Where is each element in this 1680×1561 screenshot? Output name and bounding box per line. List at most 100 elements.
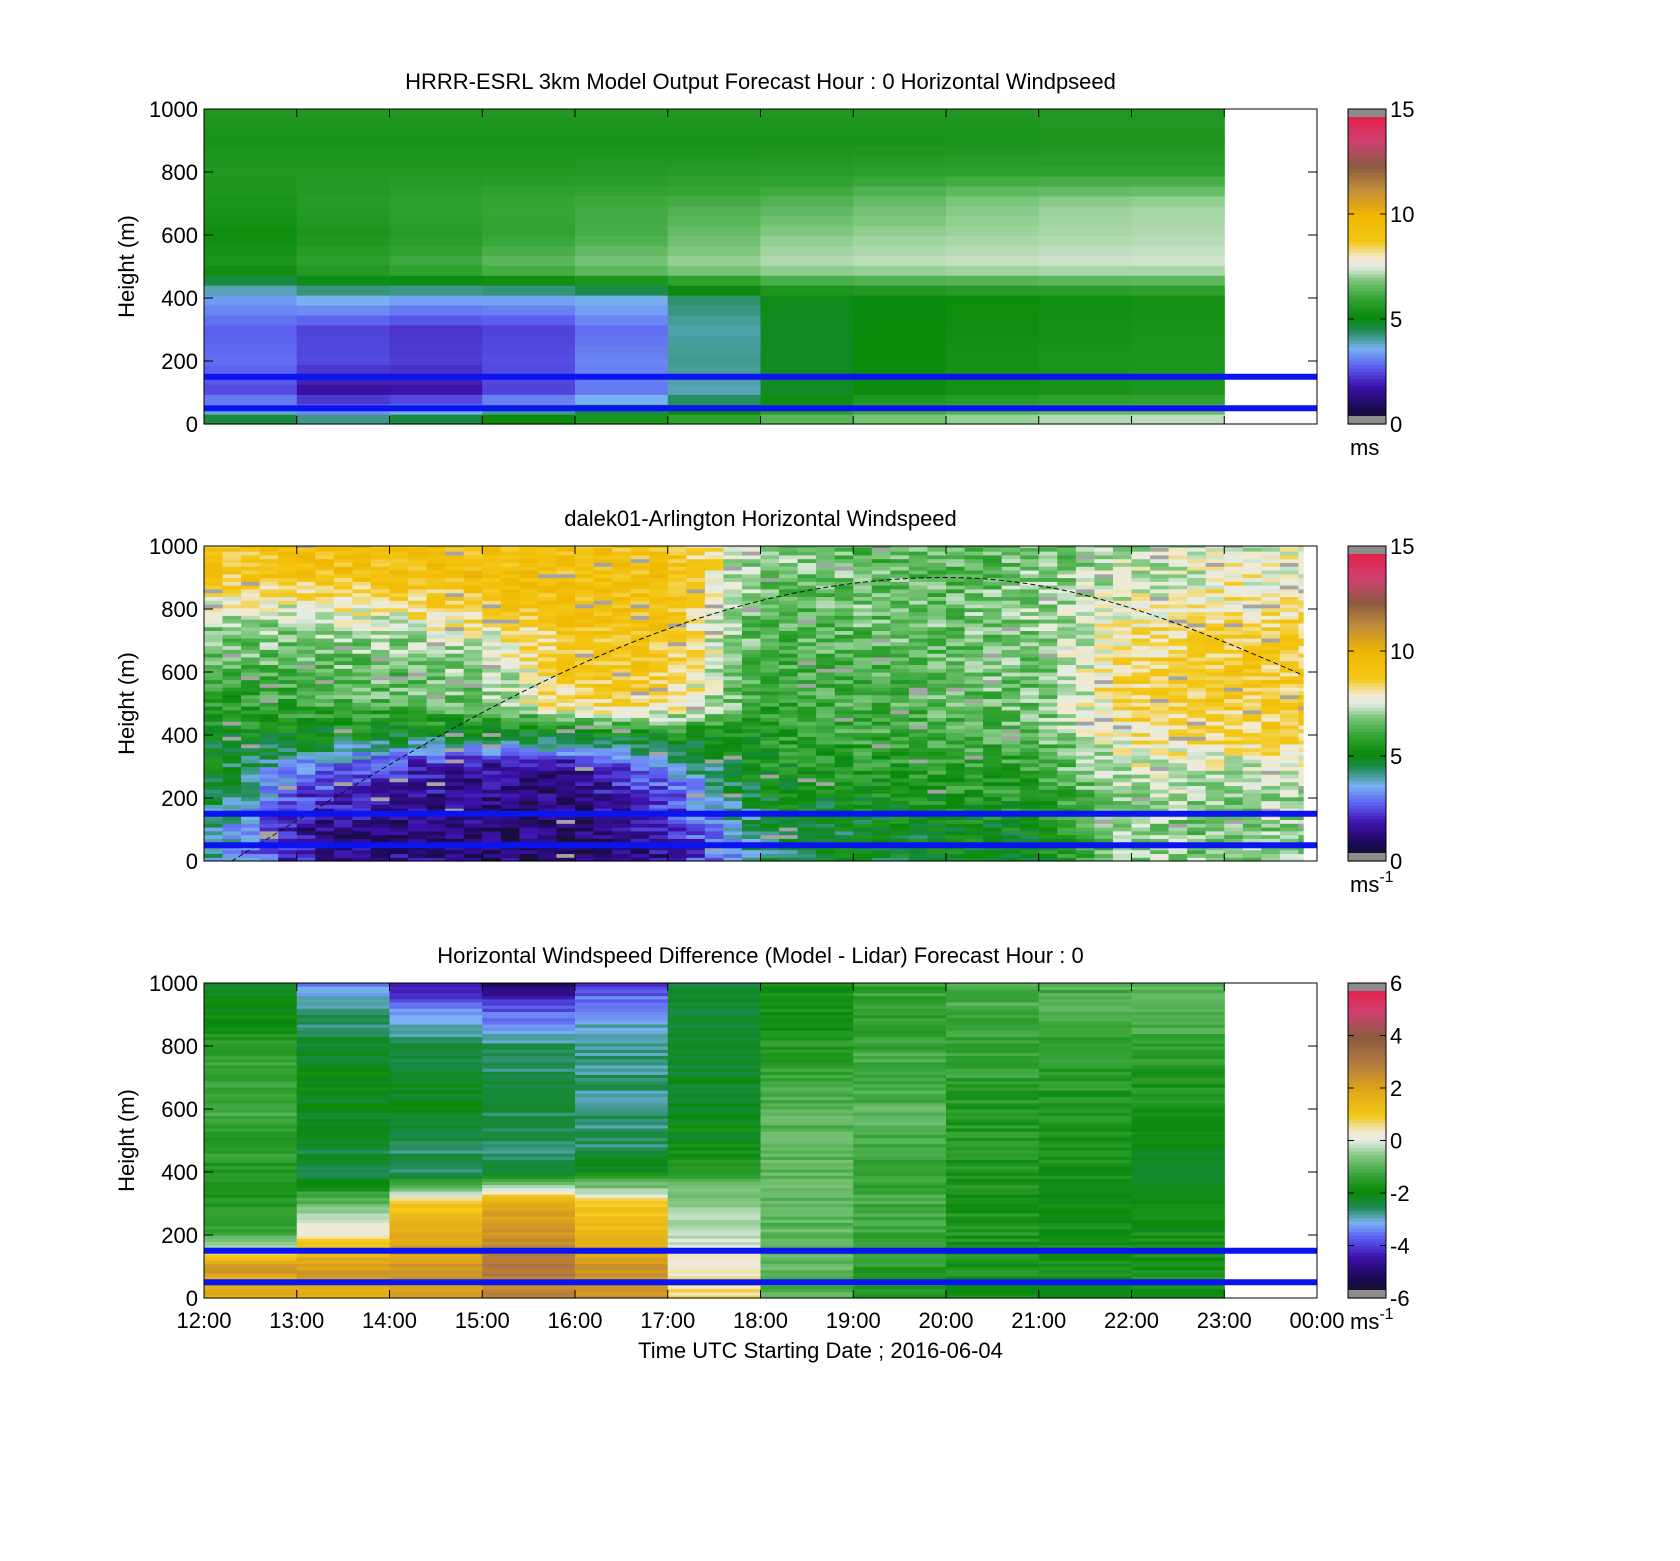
- heatmap-cell: [370, 592, 391, 597]
- heatmap-cell: [946, 554, 966, 560]
- heatmap-cell: [575, 156, 669, 167]
- heatmap-cell: [1112, 724, 1133, 730]
- heatmap-cell: [1038, 185, 1133, 197]
- colorbar-segment: [1348, 161, 1386, 166]
- heatmap-cell: [890, 755, 910, 760]
- heatmap-cell: [389, 195, 483, 207]
- heatmap-cell: [704, 781, 724, 786]
- heatmap-cell: [1094, 758, 1114, 764]
- heatmap-cell: [204, 747, 224, 752]
- heatmap-cell: [519, 830, 539, 836]
- heatmap-cell: [500, 672, 520, 677]
- heatmap-cell: [760, 295, 854, 306]
- heatmap-cell: [667, 709, 687, 715]
- heatmap-cell: [686, 551, 706, 556]
- heatmap-cell: [204, 562, 224, 567]
- heatmap-cell: [723, 755, 743, 760]
- heatmap-cell: [389, 721, 409, 726]
- heatmap-cell: [278, 755, 298, 760]
- heatmap-cell: [500, 585, 520, 590]
- heatmap-cell: [389, 603, 409, 609]
- heatmap-cell: [259, 717, 279, 722]
- heatmap-cell: [241, 857, 261, 862]
- heatmap-cell: [204, 702, 224, 707]
- heatmap-cell: [630, 649, 650, 654]
- heatmap-cell: [704, 815, 724, 821]
- heatmap-cell: [1112, 694, 1133, 700]
- heatmap-cell: [946, 384, 1040, 395]
- heatmap-cell: [1131, 766, 1151, 771]
- heatmap-cell: [296, 195, 391, 207]
- heatmap-cell: [370, 653, 391, 658]
- heatmap-cell: [296, 728, 316, 734]
- heatmap-cell: [908, 766, 929, 771]
- heatmap-cell: [352, 762, 372, 768]
- heatmap-cell: [519, 706, 539, 711]
- heatmap-cell: [890, 838, 910, 843]
- heatmap-cell: [630, 653, 650, 658]
- heatmap-cell: [1168, 819, 1188, 824]
- heatmap-cell: [946, 709, 966, 715]
- heatmap-cell: [1075, 679, 1095, 684]
- heatmap-cell: [296, 324, 391, 336]
- heatmap-cell: [204, 717, 224, 722]
- heatmap-cell: [575, 596, 595, 601]
- heatmap-cell: [241, 566, 261, 571]
- heatmap-cell: [482, 334, 576, 346]
- heatmap-cell: [667, 690, 687, 696]
- heatmap-cell: [1038, 785, 1058, 790]
- heatmap-cell: [741, 600, 762, 605]
- heatmap-cell: [296, 285, 391, 296]
- heatmap-cell: [1094, 581, 1114, 586]
- heatmap-cell: [333, 774, 353, 779]
- heatmap-cell: [370, 690, 391, 696]
- heatmap-cell: [816, 645, 836, 650]
- heatmap-cell: [482, 653, 502, 658]
- heatmap-cell: [278, 619, 298, 624]
- heatmap-cell: [296, 607, 316, 613]
- heatmap-cell: [575, 592, 595, 597]
- heatmap-cell: [278, 592, 298, 597]
- heatmap-cell: [908, 546, 929, 548]
- heatmap-cell: [445, 732, 465, 737]
- heatmap-cell: [1038, 709, 1058, 715]
- heatmap-cell: [556, 815, 576, 821]
- heatmap-cell: [797, 679, 817, 684]
- heatmap-cell: [667, 728, 687, 734]
- heatmap-cell: [630, 819, 650, 824]
- heatmap-cell: [1150, 706, 1170, 711]
- heatmap-cell: [1187, 785, 1207, 790]
- heatmap-cell: [834, 706, 854, 711]
- heatmap-cell: [890, 702, 910, 707]
- heatmap-cell: [983, 592, 1003, 597]
- heatmap-cell: [389, 607, 409, 613]
- heatmap-cell: [204, 762, 224, 768]
- heatmap-cell: [686, 804, 706, 809]
- heatmap-cell: [667, 649, 687, 654]
- heatmap-cell: [593, 732, 613, 737]
- heatmap-cell: [890, 698, 910, 703]
- heatmap-cell: [482, 706, 502, 711]
- heatmap-cell: [1075, 781, 1095, 786]
- heatmap-cell: [723, 600, 743, 605]
- heatmap-cell: [816, 653, 836, 658]
- heatmap-cell: [890, 849, 910, 855]
- heatmap-cell: [482, 796, 502, 802]
- heatmap-cell: [204, 826, 224, 832]
- heatmap-cell: [259, 619, 279, 624]
- heatmap-cell: [204, 554, 224, 560]
- heatmap-cell: [370, 637, 391, 643]
- heatmap-cell: [389, 724, 409, 730]
- heatmap-cell: [463, 706, 483, 711]
- heatmap-cell: [315, 546, 335, 548]
- heatmap-cell: [1094, 634, 1114, 639]
- heatmap-cell: [1131, 660, 1151, 666]
- heatmap-cell: [946, 588, 966, 594]
- heatmap-cell: [1075, 547, 1095, 552]
- heatmap-cell: [834, 766, 854, 771]
- heatmap-cell: [278, 800, 298, 805]
- heatmap-cell: [927, 751, 947, 756]
- heatmap-cell: [296, 743, 316, 749]
- heatmap-cell: [278, 551, 298, 556]
- heatmap-cell: [723, 558, 743, 563]
